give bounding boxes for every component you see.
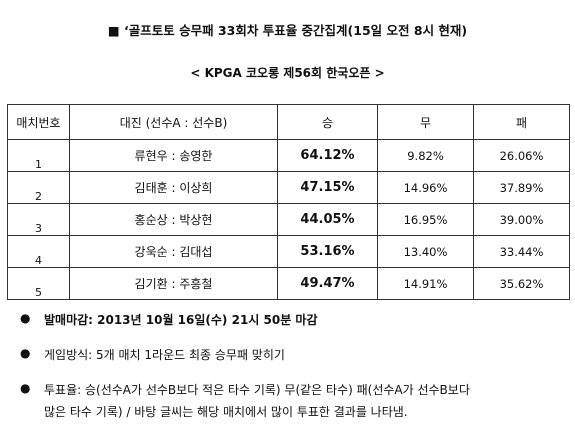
win-rate: 47.15% — [277, 171, 378, 204]
header-draw: 무 — [377, 104, 474, 140]
lose-rate: 37.89% — [473, 171, 570, 204]
header-matchup: 대진 (선수A : 선수B) — [69, 104, 278, 140]
matchup: 강욱순 : 김대섭 — [69, 235, 278, 268]
matchup: 류현우 : 송영한 — [69, 139, 278, 172]
header-match-number: 매치번호 — [7, 104, 70, 140]
match-number: 3 — [7, 203, 70, 236]
vote-rate-explanation: 투표율: 승(선수A가 선수B보다 적은 타수 기록) 무(같은 타수) 패(선… — [44, 379, 470, 423]
lose-rate: 35.62% — [473, 267, 570, 300]
event-subtitle: < KPGA 코오롱 제56회 한국오픈 > — [190, 66, 385, 80]
win-rate: 44.05% — [277, 203, 378, 236]
table-row: 5 김기환 : 주흥철 49.47% 14.91% 35.62% — [7, 267, 570, 300]
vote-rate-line-1: 투표율: 승(선수A가 선수B보다 적은 타수 기록) 무(같은 타수) 패(선… — [44, 383, 470, 397]
table-row: 2 김태훈 : 이상희 47.15% 14.96% 37.89% — [7, 171, 570, 204]
note-vote-rate: ● 투표율: 승(선수A가 선수B보다 적은 타수 기록) 무(같은 타수) 패… — [20, 379, 565, 423]
notes-list: ● 발매마감: 2013년 10월 16일(수) 21시 50분 마감 ● 게임… — [20, 309, 565, 436]
draw-rate: 14.96% — [377, 171, 474, 204]
header-lose: 패 — [473, 104, 570, 140]
win-rate: 64.12% — [277, 139, 378, 172]
vote-rate-line-2: 많은 타수 기록) / 바탕 글씨는 해당 매치에서 많이 투표한 결과를 나타… — [44, 405, 408, 419]
lose-rate: 33.44% — [473, 235, 570, 268]
bullet-icon: ● — [20, 311, 31, 325]
deadline-text: 발매마감: 2013년 10월 16일(수) 21시 50분 마감 — [44, 313, 318, 327]
table-row: 3 홍순상 : 박상현 44.05% 16.95% 39.00% — [7, 203, 570, 236]
match-number: 5 — [7, 267, 70, 300]
win-rate: 49.47% — [277, 267, 378, 300]
lose-rate: 39.00% — [473, 203, 570, 236]
bullet-icon: ● — [20, 381, 31, 395]
table-row: 4 강욱순 : 김대섭 53.16% 13.40% 33.44% — [7, 235, 570, 268]
table-row: 1 류현우 : 송영한 64.12% 9.82% 26.06% — [7, 139, 570, 172]
header-win: 승 — [277, 104, 378, 140]
matchup: 김태훈 : 이상희 — [69, 171, 278, 204]
page-title: ■ ‘골프토토 승무패 33회차 투표율 중간집계(15일 오전 8시 현재) — [107, 23, 468, 38]
lose-rate: 26.06% — [473, 139, 570, 172]
vote-rate-table: 매치번호 대진 (선수A : 선수B) 승 무 패 1 류현우 : 송영한 64… — [7, 104, 570, 300]
draw-rate: 14.91% — [377, 267, 474, 300]
match-number: 2 — [7, 171, 70, 204]
note-deadline: ● 발매마감: 2013년 10월 16일(수) 21시 50분 마감 — [20, 309, 565, 331]
draw-rate: 16.95% — [377, 203, 474, 236]
win-rate: 53.16% — [277, 235, 378, 268]
draw-rate: 13.40% — [377, 235, 474, 268]
bullet-icon: ● — [20, 346, 31, 360]
game-method-text: 게임방식: 5개 매치 1라운드 최종 승무패 맞히기 — [44, 348, 285, 362]
match-number: 4 — [7, 235, 70, 268]
note-game-method: ● 게임방식: 5개 매치 1라운드 최종 승무패 맞히기 — [20, 344, 565, 366]
draw-rate: 9.82% — [377, 139, 474, 172]
matchup: 홍순상 : 박상현 — [69, 203, 278, 236]
match-number: 1 — [7, 139, 70, 172]
matchup: 김기환 : 주흥철 — [69, 267, 278, 300]
table-header-row: 매치번호 대진 (선수A : 선수B) 승 무 패 — [7, 104, 570, 140]
